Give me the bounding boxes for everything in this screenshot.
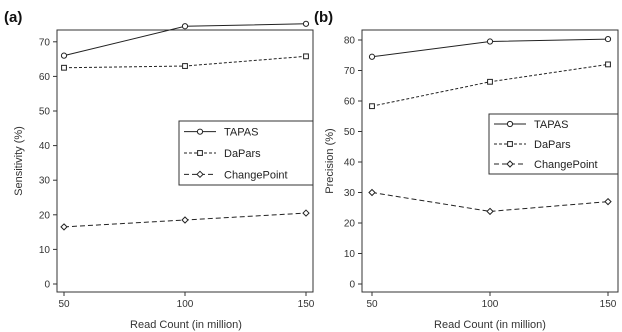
data-point-dapars (61, 64, 67, 71)
y-tick-label: 50 (344, 127, 356, 138)
legend-label: TAPAS (534, 119, 568, 131)
x-tick-label: 150 (600, 299, 617, 310)
panel-b-legend: TAPAS DaPars ChangePoint (488, 113, 619, 175)
x-tick-label: 50 (58, 299, 70, 310)
legend-marker (197, 150, 203, 156)
panel-b: (b) 0 10 20 30 40 50 60 70 80 50 100 150 Precision… (314, 9, 619, 331)
data-point-dapars (182, 63, 188, 69)
panel-b-series (368, 35, 612, 216)
y-tick-label: 60 (344, 97, 356, 108)
data-point-changepoint (368, 188, 376, 197)
legend-marker (196, 128, 204, 135)
data-point-changepoint (60, 223, 68, 231)
x-tick-label: 50 (366, 299, 378, 310)
panel-b-x-ticks: 50 100 150 (366, 292, 617, 310)
y-tick-label: 50 (39, 107, 51, 118)
data-point-tapas (302, 20, 310, 27)
data-point-changepoint (302, 209, 310, 217)
panel-b-label: (b) (314, 9, 333, 26)
data-point-changepoint (604, 197, 612, 206)
data-point-dapars (605, 61, 611, 68)
series-line-dapars (371, 63, 609, 107)
panel-b-x-axis-label: Read Count (in million) (434, 319, 546, 331)
data-point-tapas (60, 52, 68, 59)
data-point-tapas (486, 38, 494, 45)
y-tick-label: 0 (44, 280, 50, 291)
y-tick-label: 60 (39, 72, 51, 83)
y-tick-label: 20 (39, 210, 51, 221)
data-point-dapars (303, 53, 309, 60)
y-tick-label: 10 (344, 249, 356, 260)
legend-label: DaPars (534, 139, 571, 151)
x-tick-label: 150 (298, 299, 315, 310)
legend-label: ChangePoint (534, 159, 598, 171)
data-point-changepoint (181, 216, 189, 224)
legend-marker (506, 120, 514, 128)
data-point-tapas (181, 23, 189, 30)
legend-marker (507, 141, 513, 147)
panel-a-x-axis-label: Read Count (in million) (130, 319, 242, 331)
panel-a: (a) 0 10 20 30 40 50 60 70 50 100 150 Sensitivity… (4, 9, 315, 331)
panel-a-series (60, 20, 310, 231)
y-tick-label: 30 (39, 176, 51, 187)
y-tick-label: 40 (344, 158, 356, 169)
data-point-tapas (368, 53, 376, 60)
legend-label: DaPars (224, 148, 261, 160)
y-tick-label: 0 (349, 280, 355, 291)
x-tick-label: 100 (177, 299, 194, 310)
panel-a-y-axis-label: Sensitivity (%) (13, 126, 25, 196)
y-tick-label: 70 (39, 37, 51, 48)
y-tick-label: 70 (344, 66, 356, 77)
panel-a-label: (a) (4, 9, 22, 26)
data-point-dapars (487, 78, 493, 85)
legend-marker (196, 170, 204, 179)
panel-b-y-axis-label: Precision (%) (324, 128, 336, 193)
y-tick-label: 30 (344, 188, 356, 199)
x-tick-label: 100 (482, 299, 499, 310)
data-point-dapars (369, 103, 375, 110)
y-tick-label: 40 (39, 141, 51, 152)
y-tick-label: 10 (39, 245, 51, 256)
legend-label: ChangePoint (224, 169, 288, 181)
data-point-changepoint (486, 207, 494, 216)
data-point-tapas (604, 35, 612, 43)
panel-a-legend: TAPAS DaPars ChangePoint (178, 120, 314, 186)
panel-a-y-ticks: 0 10 20 30 40 50 60 70 (39, 37, 57, 291)
legend-label: TAPAS (224, 127, 258, 139)
y-tick-label: 20 (344, 219, 356, 230)
panel-b-y-ticks: 0 10 20 30 40 50 60 70 80 (344, 36, 362, 291)
legend-marker (506, 160, 514, 168)
panel-a-x-ticks: 50 100 150 (58, 292, 315, 310)
y-tick-label: 80 (344, 36, 356, 47)
